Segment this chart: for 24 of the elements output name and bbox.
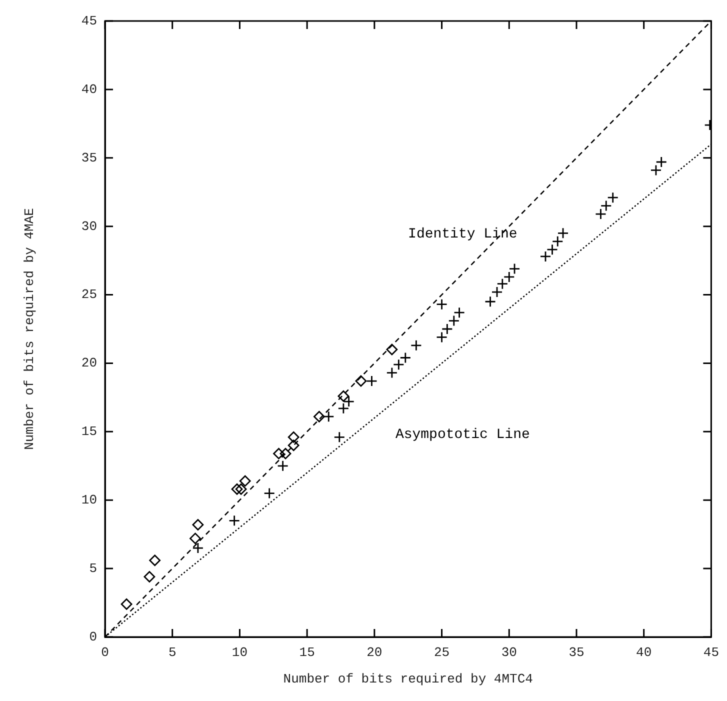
x-tick-label: 30 <box>501 645 517 660</box>
y-tick-label: 20 <box>81 356 97 371</box>
x-tick-label: 5 <box>168 645 176 660</box>
x-tick-label: 45 <box>703 645 720 660</box>
y-tick-label: 25 <box>81 287 97 302</box>
series-label: Asympototic Line <box>395 426 530 443</box>
y-tick-label: 30 <box>81 218 97 234</box>
x-axis-title: Number of bits required by 4MTC4 <box>283 672 534 687</box>
x-tick-label: 20 <box>366 645 382 660</box>
x-tick-label: 40 <box>636 645 652 660</box>
x-tick-label: 35 <box>568 645 584 660</box>
y-tick-label: 0 <box>89 629 97 644</box>
x-tick-label: 10 <box>232 645 248 660</box>
y-tick-label: 10 <box>81 492 97 508</box>
y-tick-label: 35 <box>81 150 97 166</box>
y-axis-title: Number of bits required by 4MAE <box>22 208 38 450</box>
y-tick-label: 40 <box>81 82 97 97</box>
x-tick-label: 25 <box>434 645 450 660</box>
y-tick-label: 5 <box>89 560 97 576</box>
x-tick-label: 15 <box>299 645 315 660</box>
x-tick-label: 0 <box>101 645 109 660</box>
series-label: Identity Line <box>408 226 518 242</box>
y-tick-label: 15 <box>81 424 97 440</box>
y-tick-label: 45 <box>81 13 97 28</box>
